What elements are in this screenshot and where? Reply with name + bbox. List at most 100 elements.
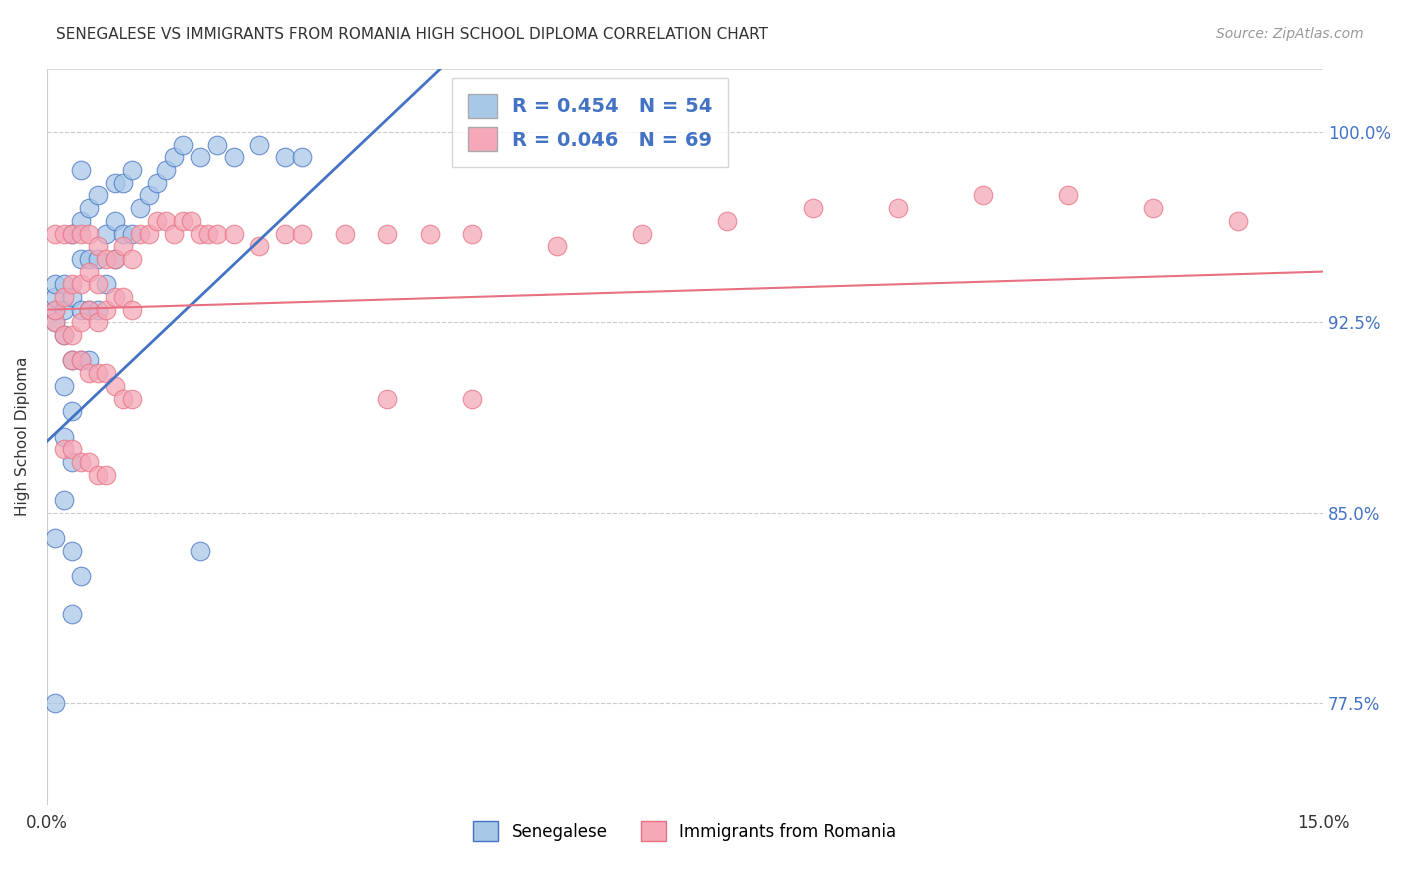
Point xyxy=(87,252,110,266)
Point xyxy=(96,467,118,482)
Point xyxy=(69,227,91,241)
Point xyxy=(60,442,83,457)
Point xyxy=(972,188,994,202)
Point xyxy=(60,290,83,304)
Y-axis label: High School Diploma: High School Diploma xyxy=(15,357,30,516)
Point xyxy=(69,353,91,368)
Point xyxy=(96,277,118,292)
Point xyxy=(52,302,75,317)
Point xyxy=(163,150,186,164)
Point xyxy=(222,150,245,164)
Point xyxy=(801,201,824,215)
Point xyxy=(104,252,127,266)
Point xyxy=(205,137,228,152)
Point xyxy=(69,214,91,228)
Point xyxy=(274,150,297,164)
Point xyxy=(60,227,83,241)
Point xyxy=(188,227,211,241)
Point xyxy=(77,366,100,380)
Point xyxy=(205,227,228,241)
Point xyxy=(1056,188,1078,202)
Point xyxy=(77,455,100,469)
Point xyxy=(77,302,100,317)
Point xyxy=(44,302,66,317)
Point xyxy=(291,227,314,241)
Point xyxy=(69,302,91,317)
Point xyxy=(69,569,91,583)
Point xyxy=(172,137,194,152)
Point xyxy=(60,353,83,368)
Point xyxy=(44,696,66,710)
Point xyxy=(333,227,356,241)
Point xyxy=(155,214,177,228)
Point xyxy=(60,328,83,343)
Point xyxy=(77,353,100,368)
Point xyxy=(375,392,398,406)
Point xyxy=(121,392,143,406)
Point xyxy=(52,290,75,304)
Point xyxy=(104,214,127,228)
Point xyxy=(112,227,135,241)
Point xyxy=(60,277,83,292)
Point xyxy=(121,302,143,317)
Point xyxy=(60,353,83,368)
Point xyxy=(188,150,211,164)
Point xyxy=(249,137,271,152)
Point xyxy=(249,239,271,253)
Point xyxy=(112,392,135,406)
Point xyxy=(52,328,75,343)
Point xyxy=(52,493,75,508)
Point xyxy=(291,150,314,164)
Point xyxy=(222,227,245,241)
Point xyxy=(69,252,91,266)
Point xyxy=(1227,214,1250,228)
Point xyxy=(138,227,160,241)
Point xyxy=(69,277,91,292)
Point xyxy=(87,302,110,317)
Point xyxy=(44,315,66,329)
Point xyxy=(52,277,75,292)
Point xyxy=(87,239,110,253)
Point xyxy=(77,302,100,317)
Point xyxy=(716,214,738,228)
Point xyxy=(77,252,100,266)
Point xyxy=(52,328,75,343)
Point xyxy=(197,227,219,241)
Point xyxy=(461,392,484,406)
Point xyxy=(69,315,91,329)
Point xyxy=(96,252,118,266)
Point xyxy=(60,544,83,558)
Point xyxy=(96,366,118,380)
Point xyxy=(172,214,194,228)
Point xyxy=(77,227,100,241)
Point xyxy=(44,315,66,329)
Point xyxy=(44,277,66,292)
Point xyxy=(52,429,75,443)
Point xyxy=(69,455,91,469)
Point xyxy=(104,290,127,304)
Point xyxy=(375,227,398,241)
Point xyxy=(129,227,152,241)
Point xyxy=(69,163,91,178)
Point xyxy=(1142,201,1164,215)
Point xyxy=(87,366,110,380)
Point xyxy=(104,252,127,266)
Point xyxy=(52,379,75,393)
Point xyxy=(87,467,110,482)
Point xyxy=(52,227,75,241)
Point xyxy=(121,227,143,241)
Point xyxy=(44,531,66,545)
Legend: R = 0.454   N = 54, R = 0.046   N = 69: R = 0.454 N = 54, R = 0.046 N = 69 xyxy=(453,78,728,167)
Point xyxy=(77,201,100,215)
Point xyxy=(163,227,186,241)
Point xyxy=(44,302,66,317)
Point xyxy=(121,163,143,178)
Point xyxy=(129,201,152,215)
Point xyxy=(112,176,135,190)
Text: SENEGALESE VS IMMIGRANTS FROM ROMANIA HIGH SCHOOL DIPLOMA CORRELATION CHART: SENEGALESE VS IMMIGRANTS FROM ROMANIA HI… xyxy=(56,27,768,42)
Point xyxy=(886,201,908,215)
Point xyxy=(138,188,160,202)
Point xyxy=(60,455,83,469)
Point xyxy=(121,252,143,266)
Point xyxy=(419,227,441,241)
